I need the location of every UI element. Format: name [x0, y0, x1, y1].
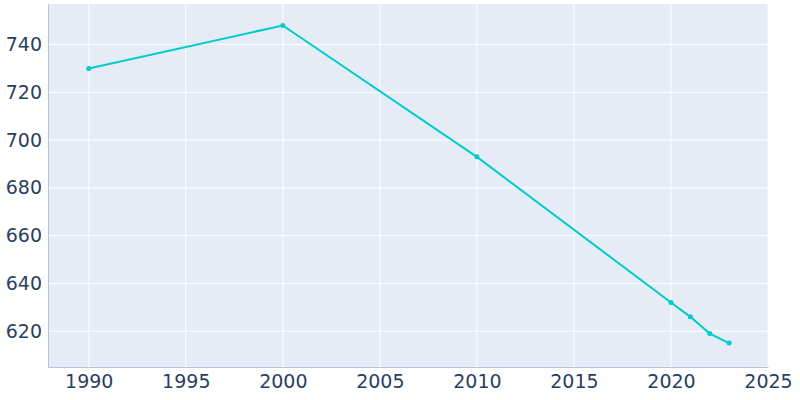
- y-grid-line: [48, 44, 768, 45]
- tick: 660: [6, 224, 48, 246]
- tick-label: 740: [6, 33, 42, 55]
- x-grid-line: [670, 4, 671, 367]
- x-grid-line: [573, 4, 574, 367]
- tick-label: 700: [6, 129, 42, 151]
- series: [86, 23, 731, 346]
- tick-label: 1995: [162, 370, 210, 392]
- plot-background: [48, 4, 768, 367]
- tick: 2015: [550, 367, 598, 392]
- tick-label: 2025: [744, 370, 792, 392]
- y-grid-line: [48, 283, 768, 284]
- y-axis: 620 640 660 680 700 720 740: [6, 5, 49, 368]
- x-grid-line: [88, 4, 89, 367]
- tick: 2000: [259, 367, 307, 392]
- grid: [48, 4, 768, 367]
- tick-label: 2015: [550, 370, 598, 392]
- y-grid-line: [48, 140, 768, 141]
- tick-label: 1990: [65, 370, 113, 392]
- marker: [727, 341, 732, 346]
- x-grid-line: [379, 4, 380, 367]
- chart: 1990 1995 2000 2005 2010 2015 2020 2025 620 640 66…: [0, 0, 800, 400]
- tick: 2020: [647, 367, 695, 392]
- tick-label: 680: [6, 176, 42, 198]
- axis-line: [48, 5, 49, 368]
- marker: [707, 331, 712, 336]
- x-grid-line: [282, 4, 283, 367]
- tick-label: 720: [6, 81, 42, 103]
- y-grid-line: [48, 187, 768, 188]
- marker: [280, 23, 285, 28]
- tick-label: 2000: [259, 370, 307, 392]
- marker: [86, 66, 91, 71]
- tick: 740: [6, 33, 48, 55]
- y-grid-line: [48, 92, 768, 93]
- marker: [474, 154, 479, 159]
- x-grid-line: [185, 4, 186, 367]
- x-axis: 1990 1995 2000 2005 2010 2015 2020 2025: [49, 367, 793, 392]
- tick-label: 660: [6, 224, 42, 246]
- tick-label: 620: [6, 320, 42, 342]
- tick-label: 640: [6, 272, 42, 294]
- tick-label: 2010: [453, 370, 501, 392]
- tick: 620: [6, 320, 48, 342]
- tick: 2005: [356, 367, 404, 392]
- tick: 640: [6, 272, 48, 294]
- tick: 1995: [162, 367, 210, 392]
- marker: [668, 300, 673, 305]
- plot: 1990 1995 2000 2005 2010 2015 2020 2025 620 640 66…: [6, 4, 793, 392]
- marker: [688, 314, 693, 319]
- y-grid-line: [48, 331, 768, 332]
- axis-line: [49, 367, 769, 368]
- tick-label: 2020: [647, 370, 695, 392]
- tick: 1990: [65, 367, 113, 392]
- y-grid-line: [48, 235, 768, 236]
- x-grid-line: [768, 4, 769, 367]
- tick: 680: [6, 176, 48, 198]
- tick: 2025: [744, 367, 792, 392]
- tick: 720: [6, 81, 48, 103]
- x-grid-line: [476, 4, 477, 367]
- tick-label: 2005: [356, 370, 404, 392]
- tick: 2010: [453, 367, 501, 392]
- line: [89, 25, 729, 343]
- tick: 700: [6, 129, 48, 151]
